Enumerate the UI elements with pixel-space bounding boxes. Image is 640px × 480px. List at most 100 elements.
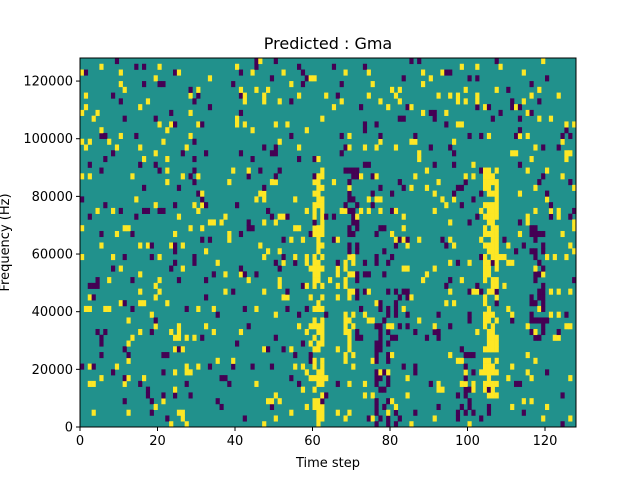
heatmap-cell-high bbox=[490, 236, 495, 243]
heatmap-cell-high bbox=[273, 219, 278, 226]
heatmap-cell-high bbox=[157, 63, 162, 70]
heatmap-cell-high bbox=[444, 109, 449, 116]
heatmap-cell-low bbox=[122, 398, 127, 405]
heatmap-cell-low bbox=[300, 340, 306, 347]
heatmap-cell-high bbox=[556, 311, 561, 318]
heatmap-cell-high bbox=[417, 156, 422, 163]
heatmap-cell-low bbox=[374, 375, 379, 382]
heatmap-cell-high bbox=[490, 202, 495, 209]
heatmap-cell-high bbox=[320, 225, 325, 232]
heatmap-cell-low bbox=[459, 403, 464, 411]
heatmap-cell-low bbox=[374, 346, 379, 353]
heatmap-cell-low bbox=[122, 254, 127, 261]
heatmap-cell-low bbox=[269, 150, 275, 157]
heatmap-cell-high bbox=[343, 415, 348, 422]
heatmap-cell-high bbox=[417, 317, 422, 324]
heatmap-cell-low bbox=[541, 248, 546, 255]
heatmap-cell-low bbox=[533, 248, 538, 255]
heatmap-cell-high bbox=[165, 300, 170, 307]
heatmap-cell-low bbox=[560, 132, 565, 140]
heatmap-cell-high bbox=[250, 69, 255, 76]
heatmap-cell-high bbox=[483, 259, 488, 266]
heatmap-cell-high bbox=[343, 357, 348, 364]
heatmap-cell-low bbox=[351, 207, 356, 214]
heatmap-cell-low bbox=[312, 219, 317, 226]
heatmap-cell-high bbox=[521, 69, 526, 76]
heatmap-cell-high bbox=[169, 328, 174, 336]
heatmap-cell-high bbox=[417, 236, 422, 243]
heatmap-cell-low bbox=[281, 346, 286, 353]
heatmap-cell-low bbox=[300, 81, 306, 88]
heatmap-cell-high bbox=[107, 138, 112, 145]
heatmap-cell-high bbox=[475, 63, 480, 70]
heatmap-cell-high bbox=[308, 340, 313, 347]
heatmap-cell-high bbox=[266, 248, 271, 255]
heatmap-cell-high bbox=[196, 207, 201, 214]
heatmap-cell-low bbox=[254, 271, 259, 278]
heatmap-cell-high bbox=[556, 288, 561, 295]
heatmap-cell-high bbox=[498, 63, 503, 70]
heatmap-cell-high bbox=[374, 196, 379, 203]
heatmap-cell-low bbox=[173, 69, 178, 76]
heatmap-cell-high bbox=[548, 288, 554, 295]
heatmap-cell-low bbox=[238, 109, 244, 116]
heatmap-cell-low bbox=[285, 288, 290, 295]
heatmap-cell-low bbox=[537, 294, 542, 301]
heatmap-cell-high bbox=[227, 179, 232, 186]
heatmap-cell-high bbox=[533, 357, 538, 364]
heatmap-cell-high bbox=[262, 254, 267, 261]
heatmap-cell-high bbox=[320, 196, 325, 203]
heatmap-cell-low bbox=[304, 305, 309, 312]
heatmap-cell-low bbox=[386, 340, 391, 347]
heatmap-cell-high bbox=[312, 202, 317, 209]
heatmap-cell-high bbox=[370, 392, 375, 399]
heatmap-cell-high bbox=[219, 219, 224, 226]
heatmap-cell-low bbox=[529, 311, 534, 318]
heatmap-cell-high bbox=[428, 75, 433, 82]
heatmap-cell-high bbox=[486, 265, 492, 272]
heatmap-cell-high bbox=[490, 392, 495, 399]
heatmap-cell-low bbox=[130, 305, 135, 312]
heatmap-cell-high bbox=[180, 409, 185, 416]
heatmap-cell-high bbox=[405, 375, 410, 382]
heatmap-cell-low bbox=[312, 156, 317, 163]
heatmap-cell-high bbox=[452, 242, 457, 249]
heatmap-cell-high bbox=[316, 225, 321, 232]
heatmap-cell-high bbox=[436, 92, 441, 99]
heatmap-cell-high bbox=[490, 190, 495, 197]
heatmap-cell-high bbox=[231, 167, 236, 174]
heatmap-cell-low bbox=[366, 271, 371, 278]
heatmap-cell-low bbox=[521, 242, 526, 249]
heatmap-cell-high bbox=[494, 184, 499, 191]
heatmap-cell-high bbox=[494, 230, 499, 238]
heatmap-cell-low bbox=[304, 75, 309, 82]
heatmap-cell-low bbox=[494, 58, 499, 65]
heatmap-cell-low bbox=[467, 132, 472, 140]
heatmap-cell-high bbox=[308, 375, 313, 382]
heatmap-cell-low bbox=[161, 369, 166, 376]
heatmap-cell-low bbox=[405, 288, 410, 295]
heatmap-cell-low bbox=[382, 271, 387, 278]
heatmap-cell-low bbox=[413, 409, 418, 416]
heatmap-cell-low bbox=[149, 328, 154, 336]
heatmap-cell-high bbox=[281, 294, 286, 301]
heatmap-cell-high bbox=[440, 69, 445, 76]
heatmap-cell-low bbox=[207, 104, 213, 111]
heatmap-cell-high bbox=[320, 242, 325, 249]
heatmap-cell-high bbox=[560, 230, 565, 238]
heatmap-cell-low bbox=[432, 328, 437, 336]
heatmap-cell-high bbox=[362, 144, 368, 151]
heatmap-cell-high bbox=[483, 323, 488, 330]
heatmap-cell-low bbox=[157, 167, 162, 174]
heatmap-cell-low bbox=[533, 334, 538, 341]
heatmap-cell-low bbox=[374, 340, 379, 347]
heatmap-cell-low bbox=[572, 277, 577, 284]
heatmap-cell-low bbox=[188, 392, 193, 399]
heatmap-cell-high bbox=[80, 138, 85, 145]
heatmap-cell-low bbox=[378, 375, 383, 382]
heatmap-cell-high bbox=[165, 127, 170, 134]
heatmap-cell-high bbox=[514, 104, 519, 111]
heatmap-cell-high bbox=[316, 300, 321, 307]
heatmap-cell-high bbox=[320, 219, 325, 226]
heatmap-cell-low bbox=[405, 311, 410, 318]
